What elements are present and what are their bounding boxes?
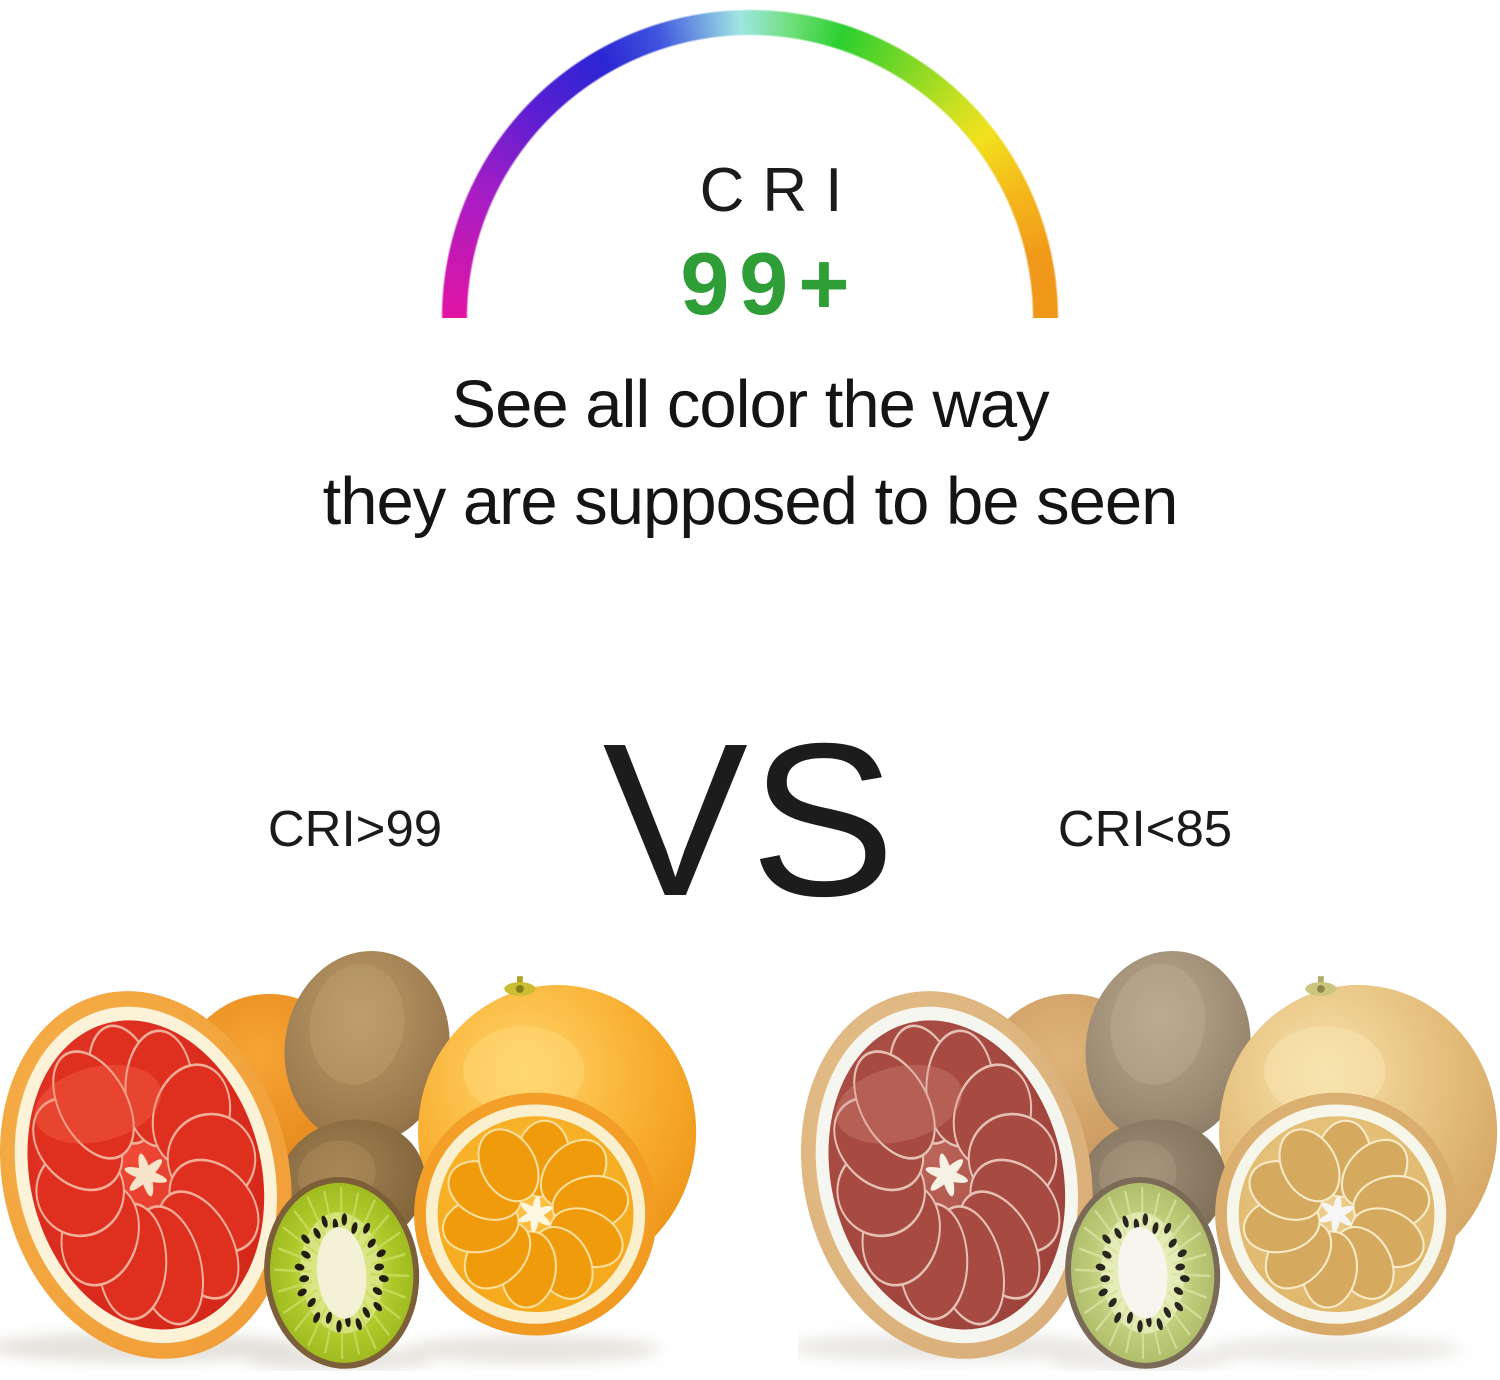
fruit-photo-high-cri [0,928,702,1371]
tagline-line-2: they are supposed to be seen [322,464,1179,539]
right-cri-label: CRI<85 [1057,800,1233,857]
gauge-value: 99+ [680,234,860,333]
vs-label: VS [602,699,898,942]
tagline-line-1: See all color the way [451,367,1049,442]
fruit-photo-low-cri [798,928,1500,1371]
fruit-photo-high-cri-image [0,928,702,1371]
tagline: See all color the way they are supposed … [0,356,1500,550]
left-cri-label: CRI>99 [267,800,443,857]
gauge-label: CRI [699,156,861,225]
fruit-photo-low-cri-image [798,928,1500,1371]
cri-gauge-arc [440,8,1060,318]
